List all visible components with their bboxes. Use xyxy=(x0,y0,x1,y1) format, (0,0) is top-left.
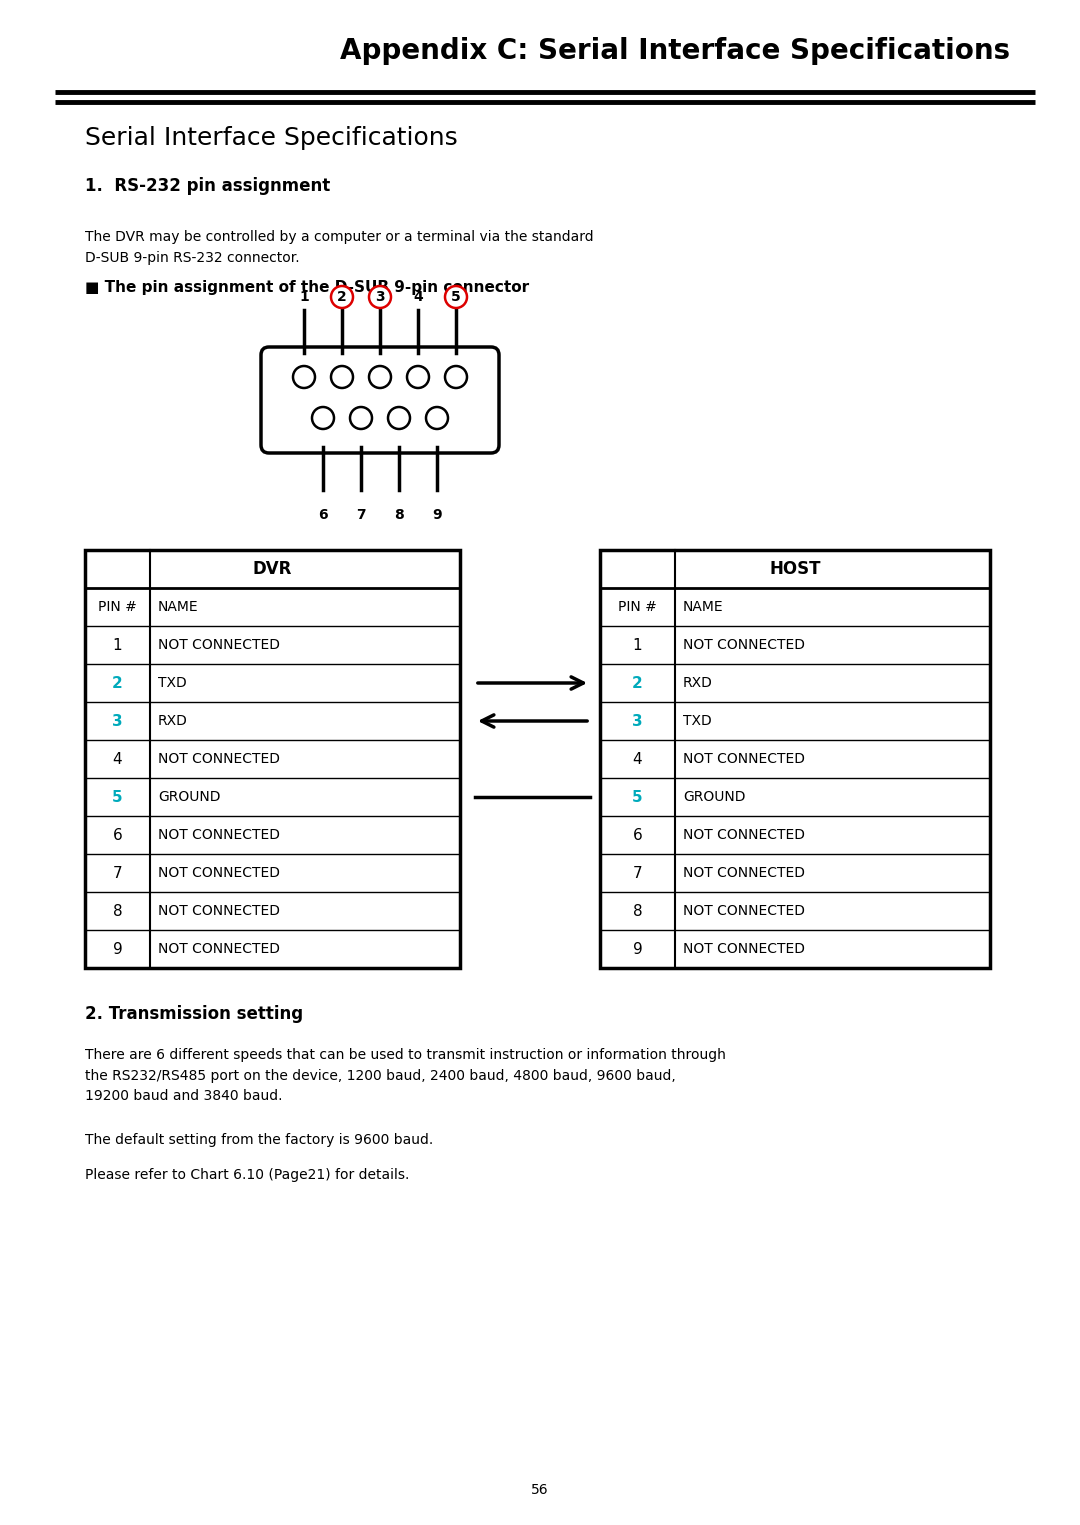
Text: 4: 4 xyxy=(112,752,122,767)
Text: NOT CONNECTED: NOT CONNECTED xyxy=(683,752,805,766)
Text: NOT CONNECTED: NOT CONNECTED xyxy=(683,828,805,842)
Text: 5: 5 xyxy=(632,790,643,805)
Text: DVR: DVR xyxy=(253,560,293,578)
Text: 3: 3 xyxy=(375,290,384,303)
Text: Serial Interface Specifications: Serial Interface Specifications xyxy=(85,127,458,149)
Text: The default setting from the factory is 9600 baud.: The default setting from the factory is … xyxy=(85,1133,433,1147)
Text: 1: 1 xyxy=(299,290,309,303)
Text: RXD: RXD xyxy=(683,676,713,689)
Text: 5: 5 xyxy=(451,290,461,303)
Text: 8: 8 xyxy=(112,903,122,918)
Text: 7: 7 xyxy=(112,866,122,880)
Text: 9: 9 xyxy=(112,941,122,956)
Text: 5: 5 xyxy=(112,790,123,805)
Text: There are 6 different speeds that can be used to transmit instruction or informa: There are 6 different speeds that can be… xyxy=(85,1048,726,1103)
Text: NAME: NAME xyxy=(683,599,724,615)
Text: ■ The pin assignment of the D-SUB 9-pin connector: ■ The pin assignment of the D-SUB 9-pin … xyxy=(85,281,529,294)
Circle shape xyxy=(312,407,334,429)
Text: 6: 6 xyxy=(112,828,122,842)
Text: Appendix C: Serial Interface Specifications: Appendix C: Serial Interface Specificati… xyxy=(340,37,1010,66)
Circle shape xyxy=(350,407,372,429)
Text: GROUND: GROUND xyxy=(158,790,220,804)
Text: 1.  RS-232 pin assignment: 1. RS-232 pin assignment xyxy=(85,177,330,195)
Text: 9: 9 xyxy=(432,508,442,522)
Text: Please refer to Chart 6.10 (Page21) for details.: Please refer to Chart 6.10 (Page21) for … xyxy=(85,1168,409,1182)
Text: PIN #: PIN # xyxy=(98,599,137,615)
Circle shape xyxy=(330,366,353,387)
Text: NOT CONNECTED: NOT CONNECTED xyxy=(683,637,805,653)
Text: 7: 7 xyxy=(356,508,366,522)
Text: RXD: RXD xyxy=(158,714,188,727)
Text: 2: 2 xyxy=(112,676,123,691)
Circle shape xyxy=(388,407,410,429)
Text: PIN #: PIN # xyxy=(618,599,657,615)
Text: 4: 4 xyxy=(633,752,643,767)
Text: 7: 7 xyxy=(633,866,643,880)
Text: The DVR may be controlled by a computer or a terminal via the standard
D-SUB 9-p: The DVR may be controlled by a computer … xyxy=(85,230,594,265)
Text: NOT CONNECTED: NOT CONNECTED xyxy=(158,828,280,842)
Text: 6: 6 xyxy=(633,828,643,842)
Text: NOT CONNECTED: NOT CONNECTED xyxy=(683,904,805,918)
Text: 4: 4 xyxy=(414,290,423,303)
Text: 8: 8 xyxy=(394,508,404,522)
Text: TXD: TXD xyxy=(158,676,187,689)
Text: 8: 8 xyxy=(633,903,643,918)
Bar xyxy=(600,551,990,968)
FancyBboxPatch shape xyxy=(261,348,499,453)
Circle shape xyxy=(293,366,315,387)
Text: HOST: HOST xyxy=(769,560,821,578)
Text: NOT CONNECTED: NOT CONNECTED xyxy=(158,904,280,918)
Text: 3: 3 xyxy=(112,714,123,729)
Text: 2. Transmission setting: 2. Transmission setting xyxy=(85,1005,303,1023)
Text: NOT CONNECTED: NOT CONNECTED xyxy=(158,942,280,956)
Circle shape xyxy=(407,366,429,387)
Text: NAME: NAME xyxy=(158,599,199,615)
Text: NOT CONNECTED: NOT CONNECTED xyxy=(158,866,280,880)
Text: 56: 56 xyxy=(531,1482,549,1498)
Ellipse shape xyxy=(445,287,467,308)
Text: GROUND: GROUND xyxy=(683,790,745,804)
Bar xyxy=(85,551,460,968)
Text: 1: 1 xyxy=(633,637,643,653)
Text: 6: 6 xyxy=(319,508,328,522)
Text: 9: 9 xyxy=(633,941,643,956)
Ellipse shape xyxy=(330,287,353,308)
Text: NOT CONNECTED: NOT CONNECTED xyxy=(158,752,280,766)
Text: TXD: TXD xyxy=(683,714,712,727)
Text: 2: 2 xyxy=(632,676,643,691)
Text: NOT CONNECTED: NOT CONNECTED xyxy=(683,942,805,956)
Circle shape xyxy=(445,366,467,387)
Circle shape xyxy=(369,366,391,387)
Text: NOT CONNECTED: NOT CONNECTED xyxy=(158,637,280,653)
Ellipse shape xyxy=(369,287,391,308)
Circle shape xyxy=(426,407,448,429)
Text: 2: 2 xyxy=(337,290,347,303)
Text: 1: 1 xyxy=(112,637,122,653)
Text: NOT CONNECTED: NOT CONNECTED xyxy=(683,866,805,880)
Text: 3: 3 xyxy=(632,714,643,729)
